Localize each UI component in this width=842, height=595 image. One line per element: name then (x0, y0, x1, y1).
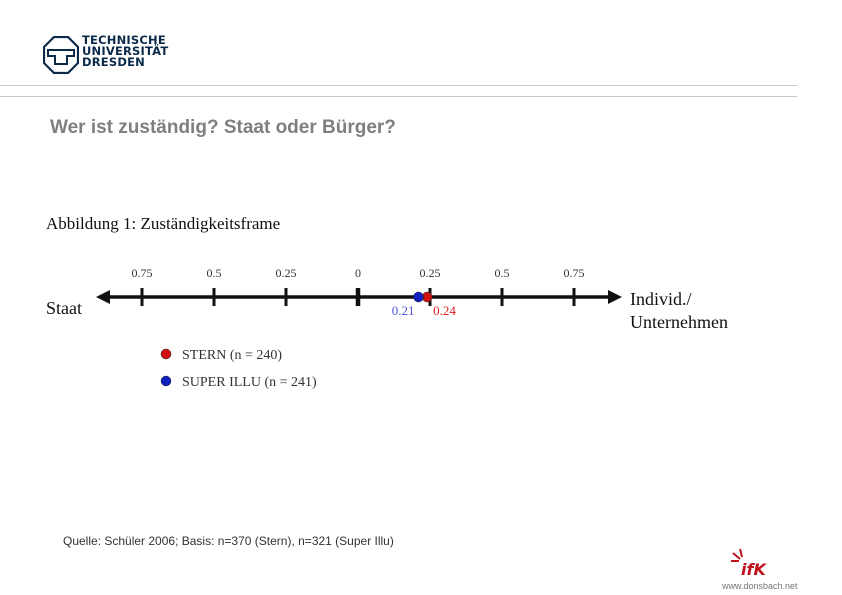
number-line-chart: 0.75 0.5 0.25 0 0.25 0.5 0.75 0.24 STERN (n = 24… (96, 266, 622, 390)
tick-label: 0 (355, 266, 361, 280)
tick-label: 0.25 (420, 266, 441, 280)
left-arrow-icon (96, 290, 110, 304)
legend-marker (160, 348, 172, 360)
ifk-logo: ifK (741, 560, 766, 579)
footer-url: www.donsbach.net (722, 581, 798, 591)
legend-marker (160, 375, 172, 387)
university-logo-text: TECHNISCHE UNIVERSITÄT DRESDEN (82, 33, 169, 69)
right-arrow-icon (608, 290, 622, 304)
left-axis-label: Staat (46, 298, 82, 318)
tu-dresden-logo-icon (43, 36, 79, 74)
tick-label: 0.25 (276, 266, 297, 280)
tick-label: 0.75 (132, 266, 153, 280)
figure-title: Abbildung 1: Zuständigkeitsframe (46, 214, 281, 233)
data-label: 0.21 (392, 303, 415, 318)
tick-label: 0.75 (564, 266, 585, 280)
source-note: Quelle: Schüler 2006; Basis: n=370 (Ster… (63, 534, 394, 548)
tick-label: 0.5 (495, 266, 510, 280)
header-divider (0, 85, 797, 86)
legend-label: SUPER ILLU (n = 241) (182, 375, 317, 390)
legend-label: STERN (n = 240) (182, 348, 282, 363)
data-label: 0.24 (433, 303, 456, 318)
ifk-rays-icon (731, 548, 743, 562)
right-axis-label: Individ./ Unternehmen (630, 289, 728, 332)
tick-label: 0.5 (207, 266, 222, 280)
header-divider-2 (0, 96, 797, 97)
data-point (413, 291, 424, 303)
slide-title: Wer ist zuständig? Staat oder Bürger? (50, 117, 396, 138)
